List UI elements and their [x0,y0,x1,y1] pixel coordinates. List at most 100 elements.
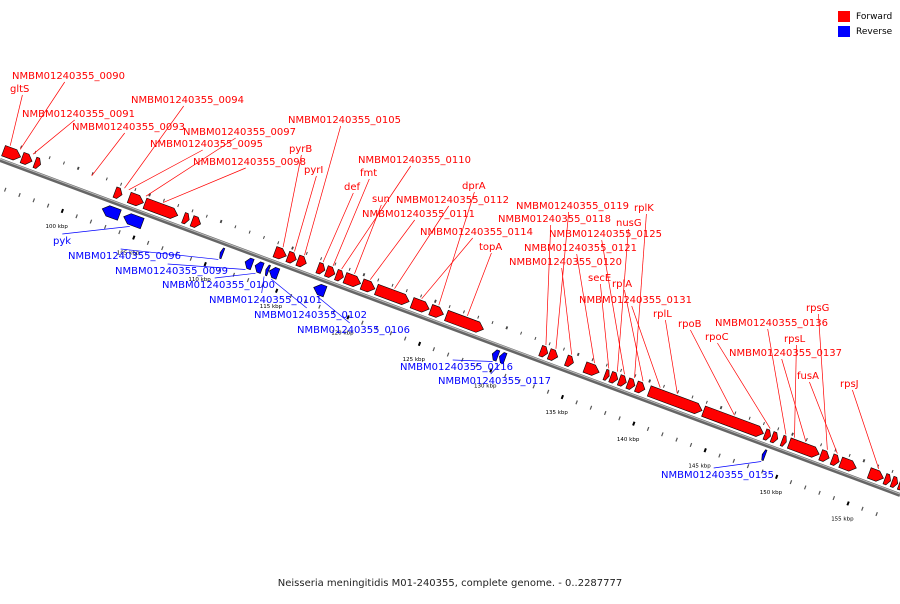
forward-gene-label: NMBM01240355_0095 [150,139,263,150]
upper-tick [677,390,680,394]
upper-tick [662,384,665,388]
forward-gene-7-shape [189,215,201,228]
upper-tick [691,395,694,399]
forward-gene-38 [866,467,884,482]
upper-tick [248,230,251,234]
label-leader-line [601,239,625,375]
forward-gene-11 [315,262,326,275]
minor-tick [89,219,93,224]
reverse-gene-label: NMBM01240355_0099 [115,266,228,277]
minor-tick [18,192,21,198]
tick-label: 135 kbp [545,410,568,416]
minor-tick [389,331,393,336]
forward-gene-label: NMBM01240355_0094 [131,95,244,106]
reverse-gene-label: NMBM01240355_0117 [438,376,551,387]
label-leader-line [452,359,493,362]
upper-tick [448,304,451,309]
upper-tick [76,166,80,171]
forward-gene-39 [882,473,891,486]
legend-reverse: Reverse [838,24,892,39]
feature-layer [1,145,900,491]
forward-gene-23 [582,361,600,376]
minor-tick [303,299,307,304]
reverse-gene-label: NMBM01240355_0116 [400,362,513,373]
reverse-gene-4 [254,261,265,274]
upper-tick [705,400,708,404]
forward-gene-label: rpoC [705,332,729,343]
label-leader-line [261,276,265,294]
genome-backbone-layer [0,158,900,497]
label-leader-line [600,283,610,369]
label-leader-line [490,363,501,375]
legend: Forward Reverse [838,9,892,39]
forward-gene-14 [342,272,362,287]
forward-gene-28-shape [634,380,646,394]
forward-gene-label: pyrB [289,144,312,155]
minor-tick [246,277,250,283]
forward-gene-18-shape [428,304,444,318]
label-leader-line [421,237,473,300]
minor-tick [446,352,450,357]
minor-tick [661,432,664,437]
tick-label: 150 kbp [760,490,783,496]
forward-gene-label: NMBM01240355_0121 [524,243,637,254]
minor-tick [46,203,50,208]
forward-gene-8-shape [272,246,287,260]
forward-gene-26-shape [616,374,627,387]
label-leader-line [809,381,838,454]
forward-gene-32 [769,431,779,444]
forward-gene-30 [701,405,764,437]
reverse-gene-label: NMBM01240355_0106 [297,325,410,336]
major-tick [417,341,422,347]
upper-tick [520,331,523,335]
tick-label: 140 kbp [617,437,640,443]
label-leader-line [717,342,771,429]
forward-gene-label: NMBM01240355_0105 [288,115,401,126]
upper-tick [305,251,308,255]
forward-gene-label: pyrI [304,165,323,176]
forward-gene-0 [1,145,22,161]
reverse-gene-label: NMBM01240355_0102 [254,310,367,321]
upper-tick [48,156,51,160]
reverse-gene-10 [761,449,768,461]
label-leader-line [91,132,125,177]
major-tick [489,368,493,373]
forward-gene-41 [896,478,900,491]
upper-tick [605,363,608,367]
reverse-gene-3 [244,257,255,271]
label-leader-line [124,105,184,189]
minor-tick [189,256,193,261]
upper-tick [791,432,794,436]
forward-gene-9-shape [285,250,297,264]
forward-gene-label: NMBM01240355_0137 [729,348,842,359]
forward-gene-label: secE [588,273,611,284]
forward-gene-label: topA [479,242,502,253]
label-leader-line [304,125,342,256]
label-leader-line [369,219,415,280]
minor-tick [32,198,36,203]
major-tick [846,501,850,506]
forward-gene-label: def [344,182,361,193]
reverse-gene-9-shape [499,352,508,365]
minor-tick [103,224,107,229]
upper-tick [277,241,280,245]
reverse-gene-label: NMBM01240355_0096 [68,251,181,262]
genome-backbone [0,158,900,497]
minor-tick [589,405,593,410]
figure-caption: Neisseria meningitidis M01-240355, compl… [277,578,623,589]
forward-gene-19-shape [444,309,484,333]
label-leader-line [467,252,492,316]
tick-label: 100 kbp [45,224,68,230]
forward-gene-34 [786,437,820,458]
forward-gene-32-shape [769,431,779,444]
major-tick [703,448,707,453]
minor-tick [518,379,521,384]
minor-tick [218,267,221,272]
minor-tick [646,426,650,432]
reverse-gene-6-shape [269,267,281,280]
upper-tick [391,283,394,287]
forward-gene-label: NMBM01240355_0111 [362,209,475,220]
minor-tick [746,464,750,469]
upper-tick [219,219,223,224]
